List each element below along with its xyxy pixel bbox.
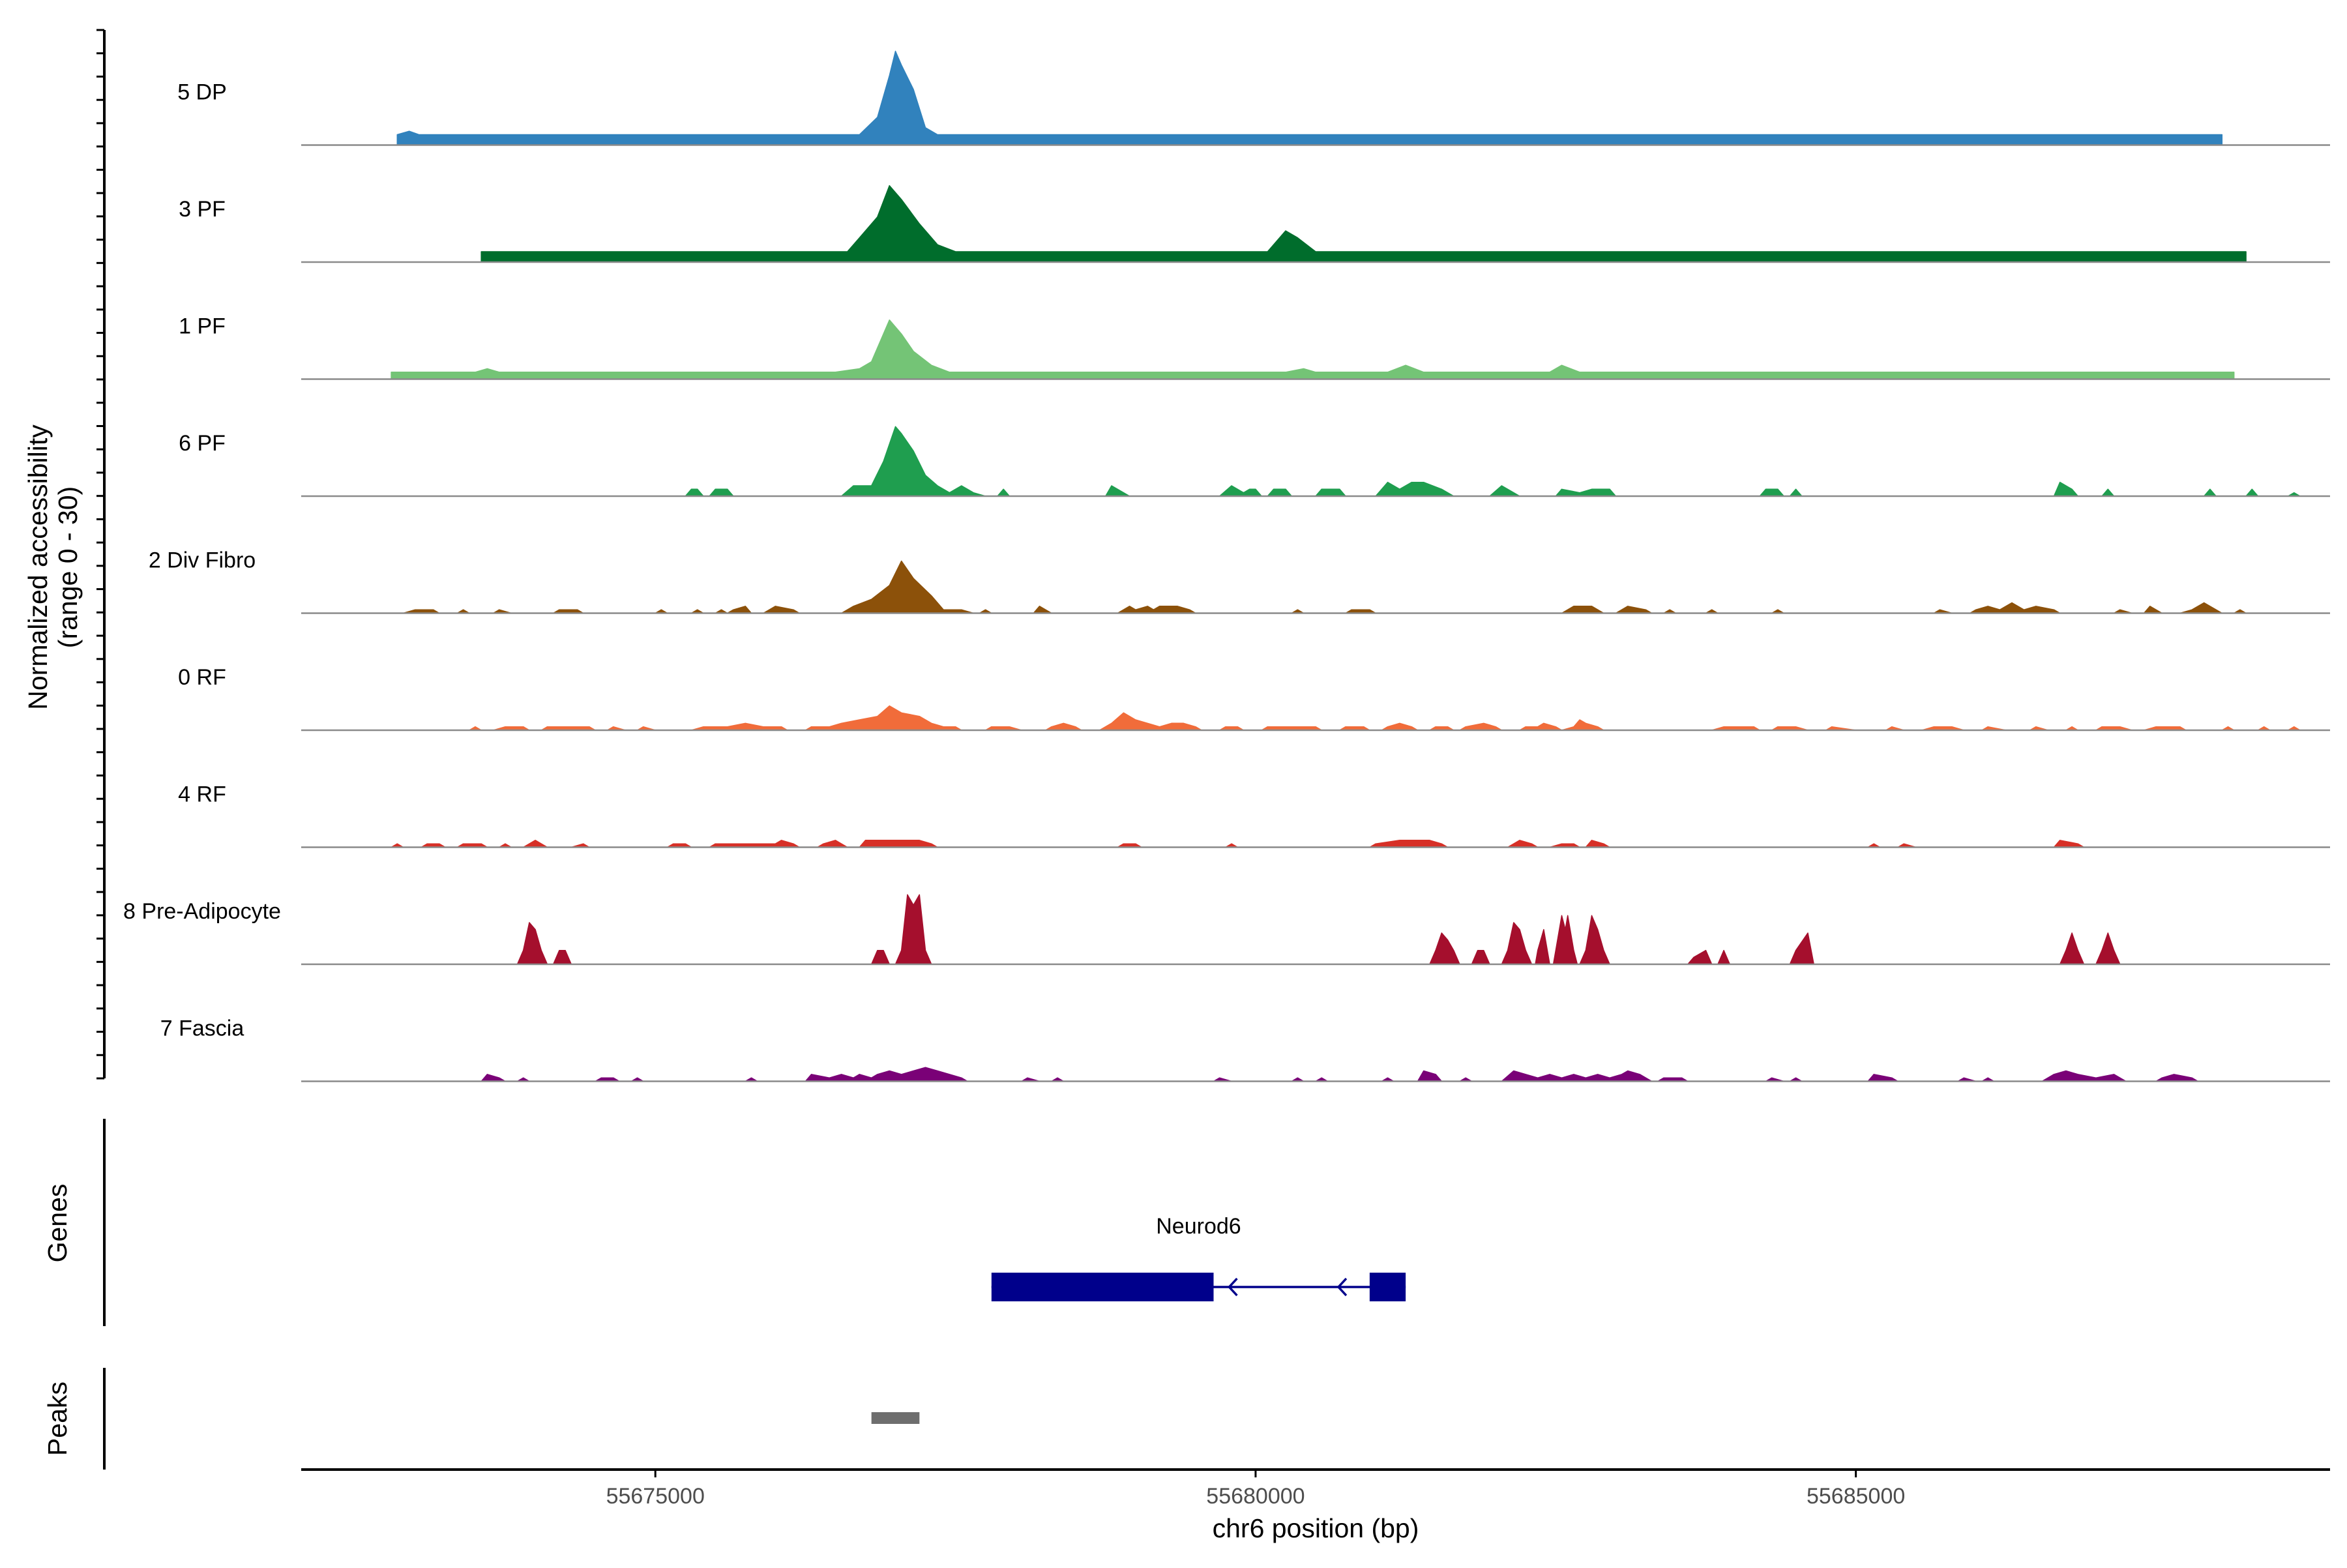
track-label-7-fascia: 7 Fascia [160,1016,244,1041]
y-axis-title-line2: (range 0 - 30) [53,486,83,648]
coverage-area-7-fascia [480,1067,2199,1082]
track-label-2-div-fibro: 2 Div Fibro [149,548,256,573]
track-8-pre-adipocyte: 8 Pre-Adipocyte [123,894,2330,966]
y-axis-title-line1: Normalized accessibility [23,424,53,710]
track-label-5-dp: 5 DP [177,80,227,105]
track-0-rf: 0 RF [178,665,2330,732]
x-tick-label: 55675000 [606,1484,705,1509]
track-7-fascia: 7 Fascia [160,1016,2330,1082]
track-2-div-fibro: 2 Div Fibro [149,548,2330,614]
strand-arrow-1 [1228,1277,1238,1297]
coverage-area-6-pf [685,426,2301,497]
track-1-pf: 1 PF [179,314,2330,380]
gene-exon-1 [991,1273,1214,1301]
track-label-4-rf: 4 RF [178,782,226,807]
track-3-pf: 3 PF [179,185,2330,263]
track-label-3-pf: 3 PF [179,197,226,222]
coverage-area-5-dp [396,50,2223,146]
track-label-8-pre-adipocyte: 8 Pre-Adipocyte [123,899,281,924]
peaks-track-label: Peaks [42,1382,72,1456]
coverage-area-1-pf [391,319,2235,380]
track-6-pf: 6 PF [179,426,2330,497]
coverage-area-0-rf [469,705,2301,731]
coverage-area-2-div-fibro [402,560,2247,614]
gene-track: Neurod6 [991,1214,1406,1301]
track-label-6-pf: 6 PF [179,431,226,456]
y-axis-title: Normalized accessibility (range 0 - 30) [23,424,83,710]
x-tick-label: 55685000 [1807,1484,1905,1509]
coverage-area-3-pf [480,185,2247,263]
coverage-y-axis-ticks [96,29,104,1080]
coverage-area-8-pre-adipocyte [516,894,2121,965]
x-tick-label: 55680000 [1206,1484,1305,1509]
coverage-area-4-rf [391,840,2085,848]
strand-arrow-2 [1336,1277,1348,1297]
track-5-dp: 5 DP [177,50,2330,146]
x-axis-title: chr6 position (bp) [1213,1513,1419,1543]
coverage-tracks: 5 DP 3 PF 1 PF 6 PF 2 Div Fibro 0 RF 4 RF 8 Pre… [123,50,2330,1082]
peak-1 [871,1412,920,1424]
peak-track [871,1412,920,1424]
x-axis-ticks: 55675000 55680000 55685000 [606,1470,1905,1509]
track-label-1-pf: 1 PF [179,314,226,339]
track-label-0-rf: 0 RF [178,665,226,690]
track-4-rf: 4 RF [178,782,2330,848]
genes-track-label: Genes [42,1184,72,1263]
gene-exon-2 [1369,1273,1406,1301]
gene-label: Neurod6 [1156,1214,1241,1239]
